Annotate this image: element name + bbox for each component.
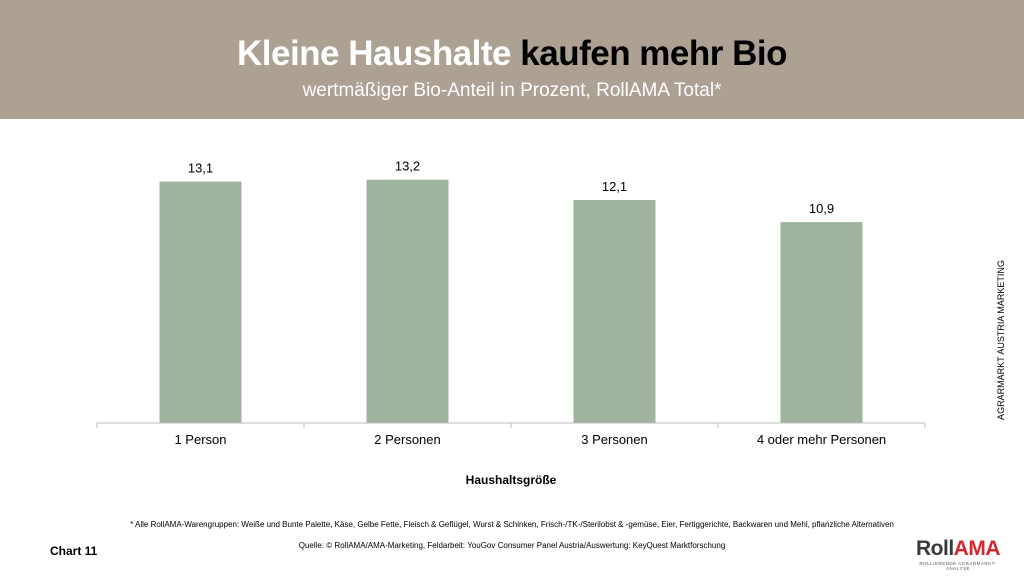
bar: [366, 179, 449, 423]
side-label: AGRARMARKT AUSTRIA MARKETING: [996, 260, 1006, 420]
data-label: 13,2: [395, 159, 420, 174]
chart-number: Chart 11: [50, 544, 98, 558]
x-tick-label: 3 Personen: [581, 432, 648, 447]
footnote: * Alle RollAMA-Warengruppen: Weiße und B…: [130, 520, 894, 529]
bar: [780, 222, 863, 423]
data-label: 12,1: [602, 179, 627, 194]
x-tick-label: 4 oder mehr Personen: [757, 432, 886, 447]
x-tick-label: 2 Personen: [374, 432, 441, 447]
bar: [159, 181, 242, 423]
header-banner: [0, 0, 1024, 119]
x-tick-label: 1 Person: [174, 432, 226, 447]
source: Quelle: © RollAMA/AMA-Marketing, Feldarb…: [298, 541, 726, 550]
x-axis-title: Haushaltsgröße: [466, 473, 557, 487]
chart-subtitle: wertmäßiger Bio-Anteil in Prozent, RollA…: [302, 80, 722, 101]
rollama-logo: RollAMA ROLLIERENDE AGRARMARKT-ANALYSE: [916, 537, 1001, 571]
data-label: 13,1: [188, 161, 213, 176]
data-label: 10,9: [809, 201, 834, 216]
bar: [573, 200, 656, 423]
chart-title: Kleine Haushalte kaufen mehr Bio: [236, 34, 788, 73]
